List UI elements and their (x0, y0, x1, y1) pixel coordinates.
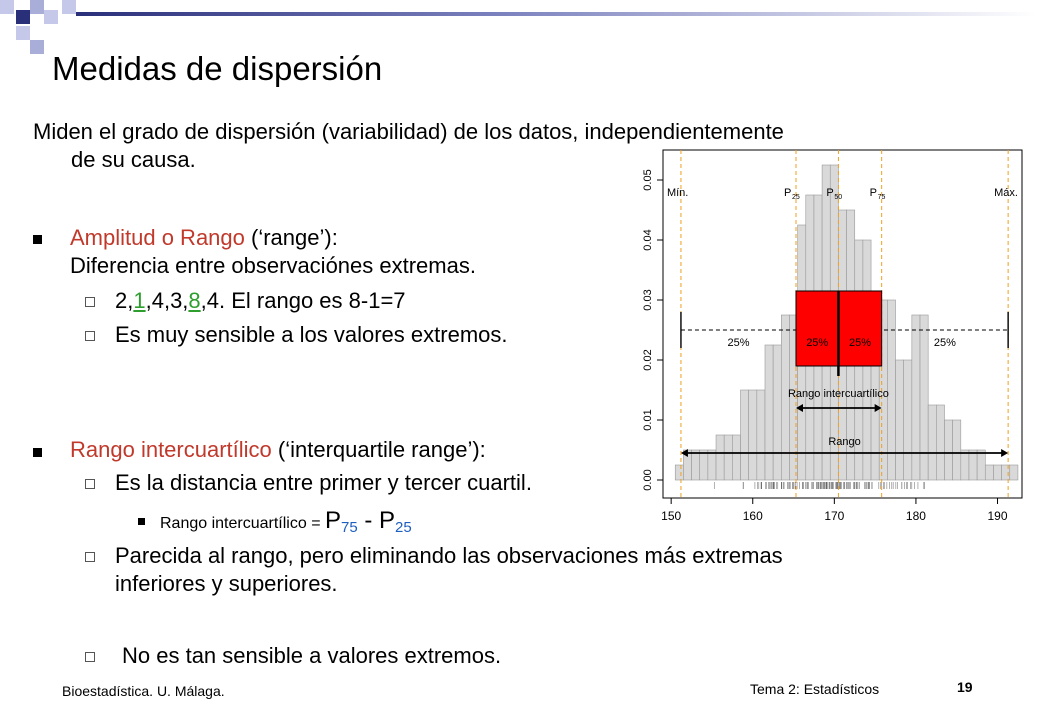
sub-bullet-icon (85, 331, 95, 341)
x-tick-label: 180 (906, 509, 926, 523)
formula-minus: - (357, 507, 380, 534)
histogram-bar (960, 449, 970, 481)
x-tick-label: 170 (824, 509, 844, 523)
histogram-bar (740, 389, 749, 481)
range-heading: Amplitud o Rango (‘range’): (70, 224, 338, 252)
range-heading-rest: (‘range’): (244, 225, 338, 250)
sub-sub-bullet-icon (138, 518, 145, 525)
max-label: Máx. (994, 187, 1018, 199)
y-tick-label: 0.00 (642, 469, 654, 490)
histogram-bar (895, 359, 904, 481)
sub-bullet-icon (85, 552, 95, 562)
quarter-label: 25% (727, 337, 749, 349)
histogram-bar (691, 449, 701, 481)
example-post: ,4. El rango es 8-1=7 (200, 288, 406, 313)
histogram-bar (732, 434, 741, 481)
iqr-definition: Es la distancia entre primer y tercer cu… (115, 470, 532, 495)
histogram-bar (903, 359, 913, 481)
iqr-formula: Rango intercuartílico = P75 - P25 (160, 507, 412, 542)
iqr-arrowhead-right (874, 404, 882, 412)
histogram-bar (764, 344, 774, 481)
plot-frame (662, 149, 1023, 499)
example-mid: ,4,3, (145, 288, 189, 313)
iqr-heading-rest: (‘interquartile range’): (271, 437, 486, 462)
formula-label: Rango intercuartílico = (160, 515, 325, 532)
histogram-bar (919, 314, 929, 481)
y-tick-label: 0.05 (642, 169, 654, 190)
iqr-similar-line-2: inferiores y superiores. (115, 571, 338, 596)
iqr-heading: Rango intercuartílico (‘interquartile ra… (70, 436, 486, 464)
quarter-label: 25% (849, 337, 871, 349)
bullet-square-icon (33, 235, 42, 244)
bullet-square-icon (33, 448, 42, 457)
histogram-bar (927, 404, 937, 481)
y-tick-label: 0.01 (642, 409, 654, 430)
range-sensitivity: Es muy sensible a los valores extremos. (115, 322, 508, 347)
min-label: Mín. (667, 187, 688, 199)
histogram-bar (984, 464, 994, 481)
iqr-label: Rango intercuartílico (788, 388, 889, 400)
quarter-label: 25% (934, 337, 956, 349)
example-min: 1 (133, 288, 146, 313)
y-tick-label: 0.03 (642, 289, 654, 310)
formula-p75: P (324, 507, 341, 534)
histogram-bar (944, 419, 953, 481)
x-tick-label: 150 (661, 509, 681, 523)
range-arrowhead-right (1001, 449, 1009, 457)
range-definition: Diferencia entre observaciónes extremas. (70, 253, 476, 278)
iqr-heading-term: Rango intercuartílico (70, 437, 272, 462)
x-tick-label: 190 (988, 509, 1008, 523)
histogram-bar (976, 449, 986, 481)
histogram-bar (772, 344, 782, 481)
y-tick-label: 0.02 (642, 349, 654, 370)
percentile-sub-p75: 75 (878, 194, 886, 201)
histogram-bar (936, 404, 945, 481)
formula-p25: P (379, 507, 396, 534)
percentile-label-p75: P (870, 187, 877, 199)
y-tick-label: 0.04 (642, 229, 654, 250)
histogram-bar (699, 449, 709, 481)
iqr-similar-line-1: Parecida al rango, pero eliminando las o… (115, 543, 783, 568)
quarter-label: 25% (806, 337, 828, 349)
intro-line-1: Miden el grado de dispersión (variabilid… (33, 119, 784, 144)
iqr-arrowhead-left (795, 404, 803, 412)
page-number: 19 (957, 679, 973, 695)
histogram-bar (756, 389, 766, 481)
range-label: Rango (828, 436, 860, 448)
formula-p25-sub: 25 (395, 519, 412, 537)
range-heading-term: Amplitud o Rango (70, 225, 245, 250)
sub-bullet-icon (85, 479, 95, 489)
range-example: 2,1,4,3,8,4. El rango es 8-1=7 (115, 287, 406, 315)
range-arrowhead-left (680, 449, 688, 457)
percentile-sub-p25: 25 (792, 194, 800, 201)
percentile-label-p50: P (826, 187, 833, 199)
intro-line-2: de su causa. (71, 147, 196, 172)
footer-course: Bioestadística. U. Málaga. (62, 683, 225, 699)
example-max: 8 (188, 288, 201, 313)
histogram-boxplot-chart: 25% 25% 25% 25% Rango intercuartílico Rango Mí… (642, 149, 1023, 523)
intro-text: Miden el grado de dispersión (variabilid… (33, 118, 1008, 174)
histogram-bar (707, 449, 717, 481)
iqr-not-sensitive: No es tan sensible a valores extremos. (122, 643, 502, 668)
histogram-bar (723, 434, 733, 481)
sub-bullet-icon (85, 652, 95, 662)
histogram-bar (911, 314, 921, 481)
histogram-bar (674, 464, 684, 481)
percentile-sub-p50: 50 (834, 194, 842, 201)
x-tick-label: 160 (743, 509, 763, 523)
formula-p75-sub: 75 (341, 519, 358, 537)
slide-title: Medidas de dispersión (52, 50, 383, 87)
header-gradient-line (76, 12, 1036, 16)
sub-bullet-icon (85, 297, 95, 307)
histogram-bar (993, 464, 1002, 481)
footer-topic: Tema 2: Estadísticos (750, 681, 880, 697)
example-pre: 2, (115, 288, 134, 313)
histogram-bar (748, 389, 758, 481)
histogram-bar (1009, 464, 1019, 481)
histogram-bar (968, 449, 978, 481)
histogram-bar (952, 419, 962, 481)
percentile-label-p25: P (784, 187, 791, 199)
histogram-bar (715, 434, 725, 481)
